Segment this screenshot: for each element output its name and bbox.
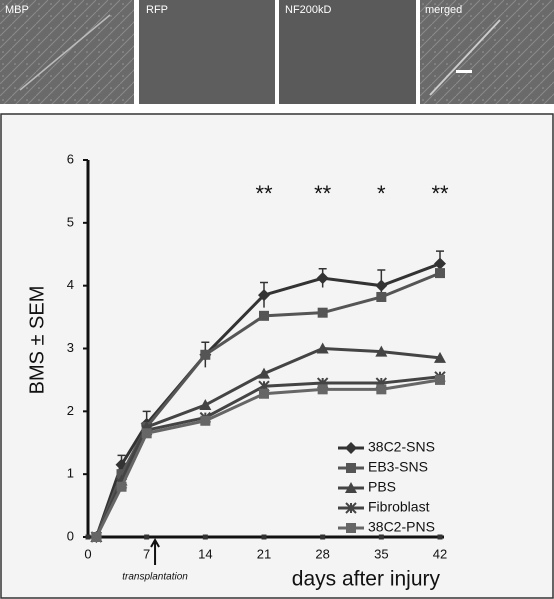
marker (318, 384, 328, 394)
y-tick-label: 2 (67, 403, 74, 418)
y-tick-label: 3 (67, 340, 74, 355)
x-axis-label: days after injury (292, 568, 441, 591)
y-tick-label: 6 (67, 151, 74, 166)
y-tick-label: 5 (67, 214, 74, 229)
marker (318, 308, 328, 318)
legend-label: Fibroblast (368, 499, 430, 515)
marker (117, 482, 127, 492)
significance-mark: ** (314, 181, 332, 206)
x-tick-label: 28 (315, 546, 329, 561)
panel-label: MBP (5, 4, 29, 16)
y-axis-label: BMS ± SEM (26, 286, 48, 395)
marker (435, 375, 445, 385)
image-panels: MBP RFP NF200kD merged (0, 0, 554, 104)
marker (376, 292, 386, 302)
significance-mark: ** (431, 181, 449, 206)
x-tick-label: 42 (433, 546, 447, 561)
x-tick-label: 35 (374, 546, 388, 561)
legend-label: PBS (368, 479, 396, 495)
x-tick (320, 535, 325, 540)
marker (259, 389, 269, 399)
x-tick (203, 535, 208, 540)
marker (200, 350, 210, 360)
legend-label: EB3-SNS (368, 459, 428, 475)
x-tick-label: 21 (257, 546, 271, 561)
panel-label: merged (425, 4, 462, 16)
marker (91, 532, 101, 542)
x-tick (86, 535, 91, 540)
arrow-note: transplantation (122, 572, 188, 583)
y-tick-label: 1 (67, 466, 74, 481)
legend-label: 38C2-PNS (368, 519, 435, 535)
y-tick-label: 4 (67, 277, 74, 292)
scale-bar (456, 70, 472, 73)
panel-label: NF200kD (285, 4, 332, 16)
marker (376, 384, 386, 394)
figure: MBP RFP NF200kD merged BMS ± SEM days af… (0, 0, 554, 599)
significance-mark: ** (255, 181, 273, 206)
marker (259, 311, 269, 321)
x-tick-label: 0 (84, 546, 91, 561)
chart-frame (1, 114, 553, 598)
marker (200, 416, 210, 426)
significance-mark: * (377, 181, 386, 206)
marker (346, 523, 356, 533)
x-tick (262, 535, 267, 540)
panel-label: RFP (146, 4, 168, 16)
x-tick (438, 535, 443, 540)
x-tick-label: 7 (143, 546, 150, 561)
x-tick (144, 535, 149, 540)
x-tick (379, 535, 384, 540)
marker (346, 463, 356, 473)
y-tick-label: 0 (67, 528, 74, 543)
marker (142, 428, 152, 438)
legend-label: 38C2-SNS (368, 439, 435, 455)
x-tick-label: 14 (198, 546, 212, 561)
marker (435, 268, 445, 278)
